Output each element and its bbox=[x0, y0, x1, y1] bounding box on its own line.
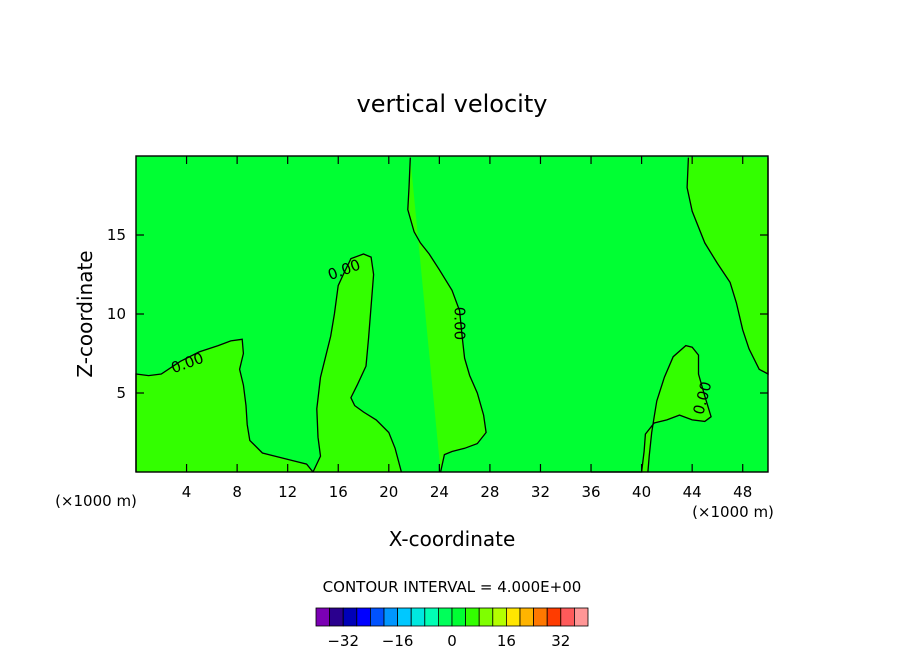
chart-title: vertical velocity bbox=[357, 90, 548, 118]
x-tick-label: 4 bbox=[182, 483, 192, 501]
positive-region-2 bbox=[313, 254, 402, 472]
y-axis-ticks: 5 10 15 bbox=[107, 226, 768, 402]
colorbar-tick-label: 16 bbox=[497, 632, 516, 650]
contour-line-3 bbox=[407, 157, 487, 473]
y-tick-label: 5 bbox=[116, 384, 126, 402]
x-unit-left: (×1000 m) bbox=[55, 492, 137, 510]
colorbar-swatch bbox=[519, 607, 535, 627]
colorbar-swatch bbox=[369, 607, 385, 627]
x-tick-label: 24 bbox=[430, 483, 449, 501]
y-tick-label: 15 bbox=[107, 226, 126, 244]
positive-region-1 bbox=[136, 339, 313, 472]
colorbar-swatch bbox=[574, 607, 589, 627]
x-tick-label: 36 bbox=[581, 483, 600, 501]
colorbar-swatch bbox=[492, 607, 507, 627]
colorbar-swatch bbox=[397, 607, 412, 627]
contour-line-5 bbox=[686, 157, 769, 376]
colorbar-swatch bbox=[478, 607, 494, 627]
colorbar-swatch bbox=[546, 607, 562, 627]
contour-line-4 bbox=[591, 344, 712, 473]
contour-interval-text: CONTOUR INTERVAL = 4.000E+00 bbox=[323, 578, 582, 596]
positive-region-3 bbox=[407, 157, 487, 472]
colorbar-swatch bbox=[533, 607, 548, 627]
x-axis-label: X-coordinate bbox=[389, 527, 516, 551]
contour-line-1 bbox=[135, 338, 314, 473]
x-tick-label: 16 bbox=[329, 483, 348, 501]
x-axis-ticks: 4 8 12 16 20 24 28 32 36 40 44 48 bbox=[182, 156, 752, 501]
colorbar-swatch bbox=[424, 607, 439, 627]
colorbar-tick-label: −32 bbox=[327, 632, 359, 650]
colorbar-swatch bbox=[315, 607, 331, 627]
contour-labels: 0.000.000.000.00 bbox=[169, 256, 716, 417]
colorbar-ticks: −32 −16 0 16 32 bbox=[327, 632, 570, 650]
positive-region-4 bbox=[591, 345, 712, 472]
contour-regions bbox=[135, 157, 769, 473]
colorbar-tick-label: 0 bbox=[447, 632, 457, 650]
positive-region-5 bbox=[687, 157, 768, 374]
colorbar-swatch bbox=[505, 607, 521, 627]
colorbar-swatch bbox=[560, 607, 575, 627]
colorbar-swatch bbox=[356, 607, 371, 627]
y-tick-label: 10 bbox=[107, 305, 126, 323]
colorbar-swatch bbox=[437, 607, 453, 627]
x-tick-label: 44 bbox=[683, 483, 702, 501]
colorbar-swatch bbox=[329, 607, 344, 627]
x-unit-right: (×1000 m) bbox=[692, 503, 774, 521]
colorbar-swatch bbox=[451, 607, 467, 627]
colorbar-swatch bbox=[465, 607, 480, 627]
x-tick-label: 20 bbox=[379, 483, 398, 501]
y-axis-label: Z-coordinate bbox=[73, 250, 97, 377]
x-tick-label: 8 bbox=[232, 483, 242, 501]
colorbar-swatch bbox=[383, 607, 399, 627]
colorbar-swatch bbox=[410, 607, 426, 627]
colorbar bbox=[315, 607, 589, 627]
x-tick-label: 28 bbox=[480, 483, 499, 501]
contour-label: 0.00 bbox=[451, 307, 469, 340]
contour-line-2 bbox=[312, 253, 403, 473]
x-tick-label: 40 bbox=[632, 483, 651, 501]
x-tick-label: 12 bbox=[278, 483, 297, 501]
colorbar-tick-label: −16 bbox=[382, 632, 414, 650]
colorbar-tick-label: 32 bbox=[551, 632, 570, 650]
x-tick-label: 32 bbox=[531, 483, 550, 501]
x-tick-label: 48 bbox=[733, 483, 752, 501]
colorbar-swatch bbox=[342, 607, 358, 627]
